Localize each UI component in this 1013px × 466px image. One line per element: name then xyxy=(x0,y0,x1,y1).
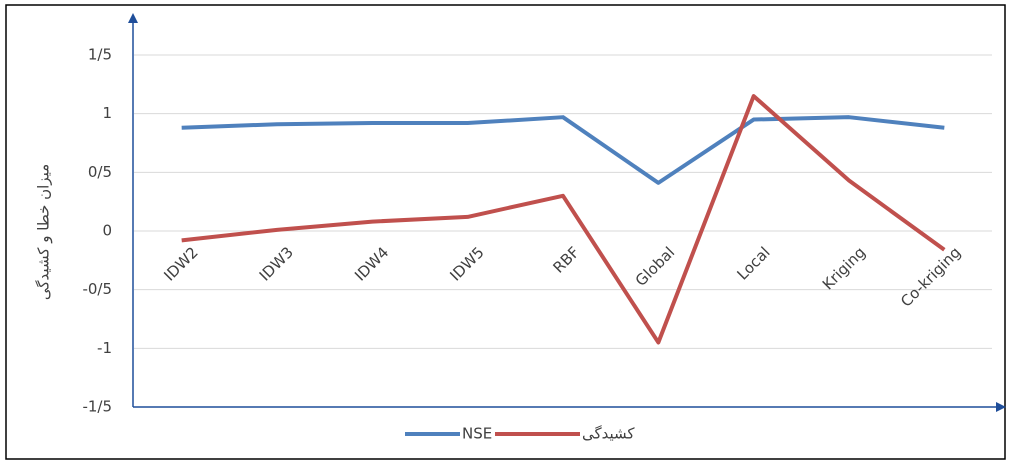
legend-label: NSE xyxy=(462,425,492,443)
series-line xyxy=(181,94,946,345)
y-tick-label: 1 xyxy=(102,104,112,122)
y-tick-label: 0/5 xyxy=(88,163,112,181)
y-tick-label: 0 xyxy=(102,222,112,240)
y-axis-title: میزان خطا و کشیدگی xyxy=(35,164,53,300)
series-line xyxy=(181,115,945,185)
y-tick-label: 1/5 xyxy=(88,46,112,64)
y-tick-label: -0/5 xyxy=(82,280,112,298)
y-tick-label: -1 xyxy=(97,339,112,357)
legend-label: کشیدگی xyxy=(582,425,635,443)
y-tick-label: -1/5 xyxy=(82,398,112,416)
frame xyxy=(5,4,1006,460)
